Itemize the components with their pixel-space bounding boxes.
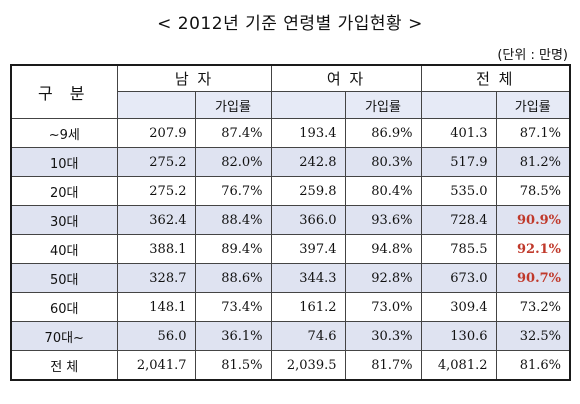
row-category: 전 체 xyxy=(10,350,118,381)
male-count: 388.1 xyxy=(116,234,196,264)
header-total-rate: 가입률 xyxy=(495,91,571,119)
row-category: ~9세 xyxy=(10,118,118,148)
total-count: 309.4 xyxy=(420,292,497,322)
female-rate: 94.8% xyxy=(344,234,422,264)
total-count: 401.3 xyxy=(420,118,497,148)
row-category: 60대 xyxy=(10,292,118,322)
subscription-table: 구 분 남 자 여 자 전 체 가입률 가입률 가입률 ~9세 207.9 87.4… xyxy=(10,64,571,381)
total-count: 785.5 xyxy=(420,234,497,264)
table-body: ~9세 207.9 87.4% 193.4 86.9% 401.3 87.1% 10대 275.… xyxy=(10,118,571,381)
header-female-count xyxy=(270,91,346,119)
total-rate: 87.1% xyxy=(495,118,571,148)
female-count: 2,039.5 xyxy=(270,350,346,381)
male-count: 275.2 xyxy=(116,176,196,206)
female-count: 193.4 xyxy=(270,118,346,148)
male-count: 56.0 xyxy=(116,321,196,351)
total-rate: 92.1% xyxy=(495,234,571,264)
male-rate: 81.5% xyxy=(194,350,272,381)
female-rate: 81.7% xyxy=(344,350,422,381)
female-count: 242.8 xyxy=(270,147,346,177)
total-rate: 81.2% xyxy=(495,147,571,177)
male-count: 328.7 xyxy=(116,263,196,293)
female-count: 397.4 xyxy=(270,234,346,264)
table-row: 20대 275.2 76.7% 259.8 80.4% 535.0 78.5% xyxy=(10,176,571,206)
row-category: 30대 xyxy=(10,205,118,235)
female-count: 344.3 xyxy=(270,263,346,293)
male-count: 275.2 xyxy=(116,147,196,177)
row-category: 20대 xyxy=(10,176,118,206)
female-rate: 93.6% xyxy=(344,205,422,235)
male-count: 362.4 xyxy=(116,205,196,235)
total-count: 535.0 xyxy=(420,176,497,206)
header-male-rate: 가입률 xyxy=(194,91,272,119)
row-category: 50대 xyxy=(10,263,118,293)
male-count: 207.9 xyxy=(116,118,196,148)
total-count: 728.4 xyxy=(420,205,497,235)
female-count: 259.8 xyxy=(270,176,346,206)
male-rate: 88.6% xyxy=(194,263,272,293)
table-row: 전 체 2,041.7 81.5% 2,039.5 81.7% 4,081.2 81.6% xyxy=(10,350,571,381)
header-category: 구 분 xyxy=(10,64,118,119)
female-rate: 86.9% xyxy=(344,118,422,148)
female-rate: 92.8% xyxy=(344,263,422,293)
row-category: 70대~ xyxy=(10,321,118,351)
table-row: ~9세 207.9 87.4% 193.4 86.9% 401.3 87.1% xyxy=(10,118,571,148)
header-female: 여 자 xyxy=(270,64,422,92)
male-rate: 82.0% xyxy=(194,147,272,177)
table-row: 50대 328.7 88.6% 344.3 92.8% 673.0 90.7% xyxy=(10,263,571,293)
total-rate: 73.2% xyxy=(495,292,571,322)
unit-note: (단위 : 만명) xyxy=(497,48,568,63)
female-rate: 30.3% xyxy=(344,321,422,351)
total-count: 4,081.2 xyxy=(420,350,497,381)
total-count: 517.9 xyxy=(420,147,497,177)
male-rate: 36.1% xyxy=(194,321,272,351)
female-count: 74.6 xyxy=(270,321,346,351)
female-rate: 73.0% xyxy=(344,292,422,322)
male-rate: 76.7% xyxy=(194,176,272,206)
female-count: 366.0 xyxy=(270,205,346,235)
table-row: 60대 148.1 73.4% 161.2 73.0% 309.4 73.2% xyxy=(10,292,571,322)
header-total: 전 체 xyxy=(420,64,571,92)
total-rate: 90.9% xyxy=(495,205,571,235)
total-rate: 78.5% xyxy=(495,176,571,206)
female-count: 161.2 xyxy=(270,292,346,322)
table-row: 40대 388.1 89.4% 397.4 94.8% 785.5 92.1% xyxy=(10,234,571,264)
table-row: 70대~ 56.0 36.1% 74.6 30.3% 130.6 32.5% xyxy=(10,321,571,351)
row-category: 40대 xyxy=(10,234,118,264)
female-rate: 80.4% xyxy=(344,176,422,206)
female-rate: 80.3% xyxy=(344,147,422,177)
header-total-count xyxy=(420,91,497,119)
male-rate: 89.4% xyxy=(194,234,272,264)
male-rate: 73.4% xyxy=(194,292,272,322)
row-category: 10대 xyxy=(10,147,118,177)
male-count: 2,041.7 xyxy=(116,350,196,381)
header-female-rate: 가입률 xyxy=(344,91,422,119)
male-rate: 87.4% xyxy=(194,118,272,148)
total-count: 130.6 xyxy=(420,321,497,351)
male-count: 148.1 xyxy=(116,292,196,322)
document-title: < 2012년 기준 연령별 가입현황 > xyxy=(157,14,423,34)
table-row: 30대 362.4 88.4% 366.0 93.6% 728.4 90.9% xyxy=(10,205,571,235)
total-rate: 81.6% xyxy=(495,350,571,381)
header-male: 남 자 xyxy=(116,64,272,92)
total-rate: 90.7% xyxy=(495,263,571,293)
table-row: 10대 275.2 82.0% 242.8 80.3% 517.9 81.2% xyxy=(10,147,571,177)
male-rate: 88.4% xyxy=(194,205,272,235)
total-count: 673.0 xyxy=(420,263,497,293)
header-male-count xyxy=(116,91,196,119)
total-rate: 32.5% xyxy=(495,321,571,351)
